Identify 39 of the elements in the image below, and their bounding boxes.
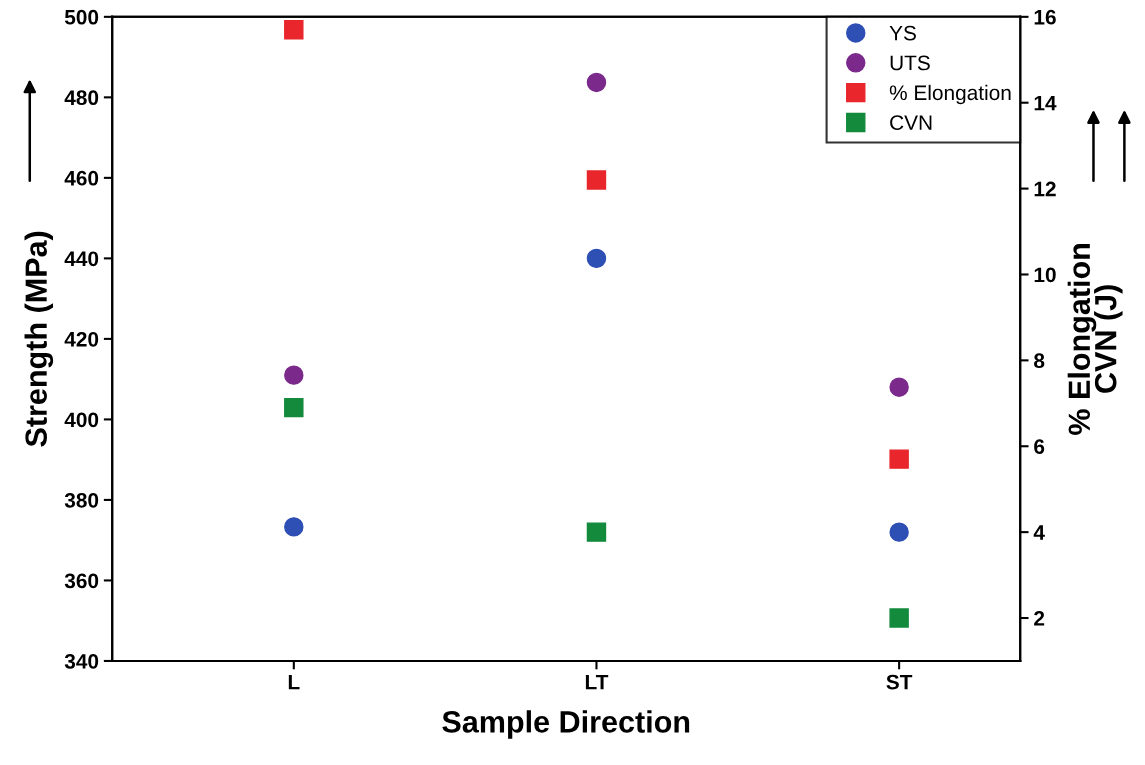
x-tick-label: ST — [886, 674, 913, 690]
point — [284, 365, 304, 385]
y2-tick-label: 12 — [1034, 181, 1056, 197]
legend-label: CVN — [890, 115, 932, 130]
point — [586, 522, 607, 542]
y2-tick-label: 8 — [1034, 353, 1045, 369]
y-tick-label: 340 — [64, 653, 99, 669]
legend-label: UTS — [890, 55, 930, 71]
y-tick-label: 360 — [64, 573, 99, 589]
x-tick-label: L — [288, 674, 300, 690]
y2-tick-label: 2 — [1034, 611, 1045, 626]
point — [586, 170, 607, 190]
x-tick-label: LT — [585, 674, 609, 690]
y-tick-label: 500 — [64, 9, 99, 25]
x-axis-title: Sample Direction — [442, 710, 690, 739]
y2-tick-label: 14 — [1034, 95, 1057, 111]
y-tick-label: 440 — [64, 251, 99, 267]
point — [889, 377, 909, 397]
y-axis-title: Strength (MPa) — [24, 231, 54, 447]
y2-axis-title: % Elongation CVN (J) — [1067, 244, 1123, 435]
point — [284, 19, 304, 40]
point — [889, 449, 909, 469]
y-tick-label: 380 — [64, 492, 99, 508]
y-tick-label: 480 — [64, 90, 99, 106]
point — [586, 72, 607, 93]
point — [284, 397, 304, 418]
y-tick-label: 460 — [64, 170, 99, 186]
point — [586, 248, 607, 269]
point — [889, 608, 909, 628]
point — [284, 517, 304, 537]
y2-tick-label: 16 — [1034, 9, 1056, 25]
legend-label: % Elongation — [889, 84, 1011, 105]
point — [889, 522, 909, 542]
y2-tick-label: 6 — [1034, 439, 1045, 454]
y-tick-label: 420 — [64, 331, 99, 347]
y-tick-label: 400 — [64, 412, 99, 428]
legend-label: YS — [889, 25, 916, 41]
y2-tick-label: 4 — [1033, 525, 1045, 540]
y2-tick-label: 10 — [1034, 267, 1056, 283]
